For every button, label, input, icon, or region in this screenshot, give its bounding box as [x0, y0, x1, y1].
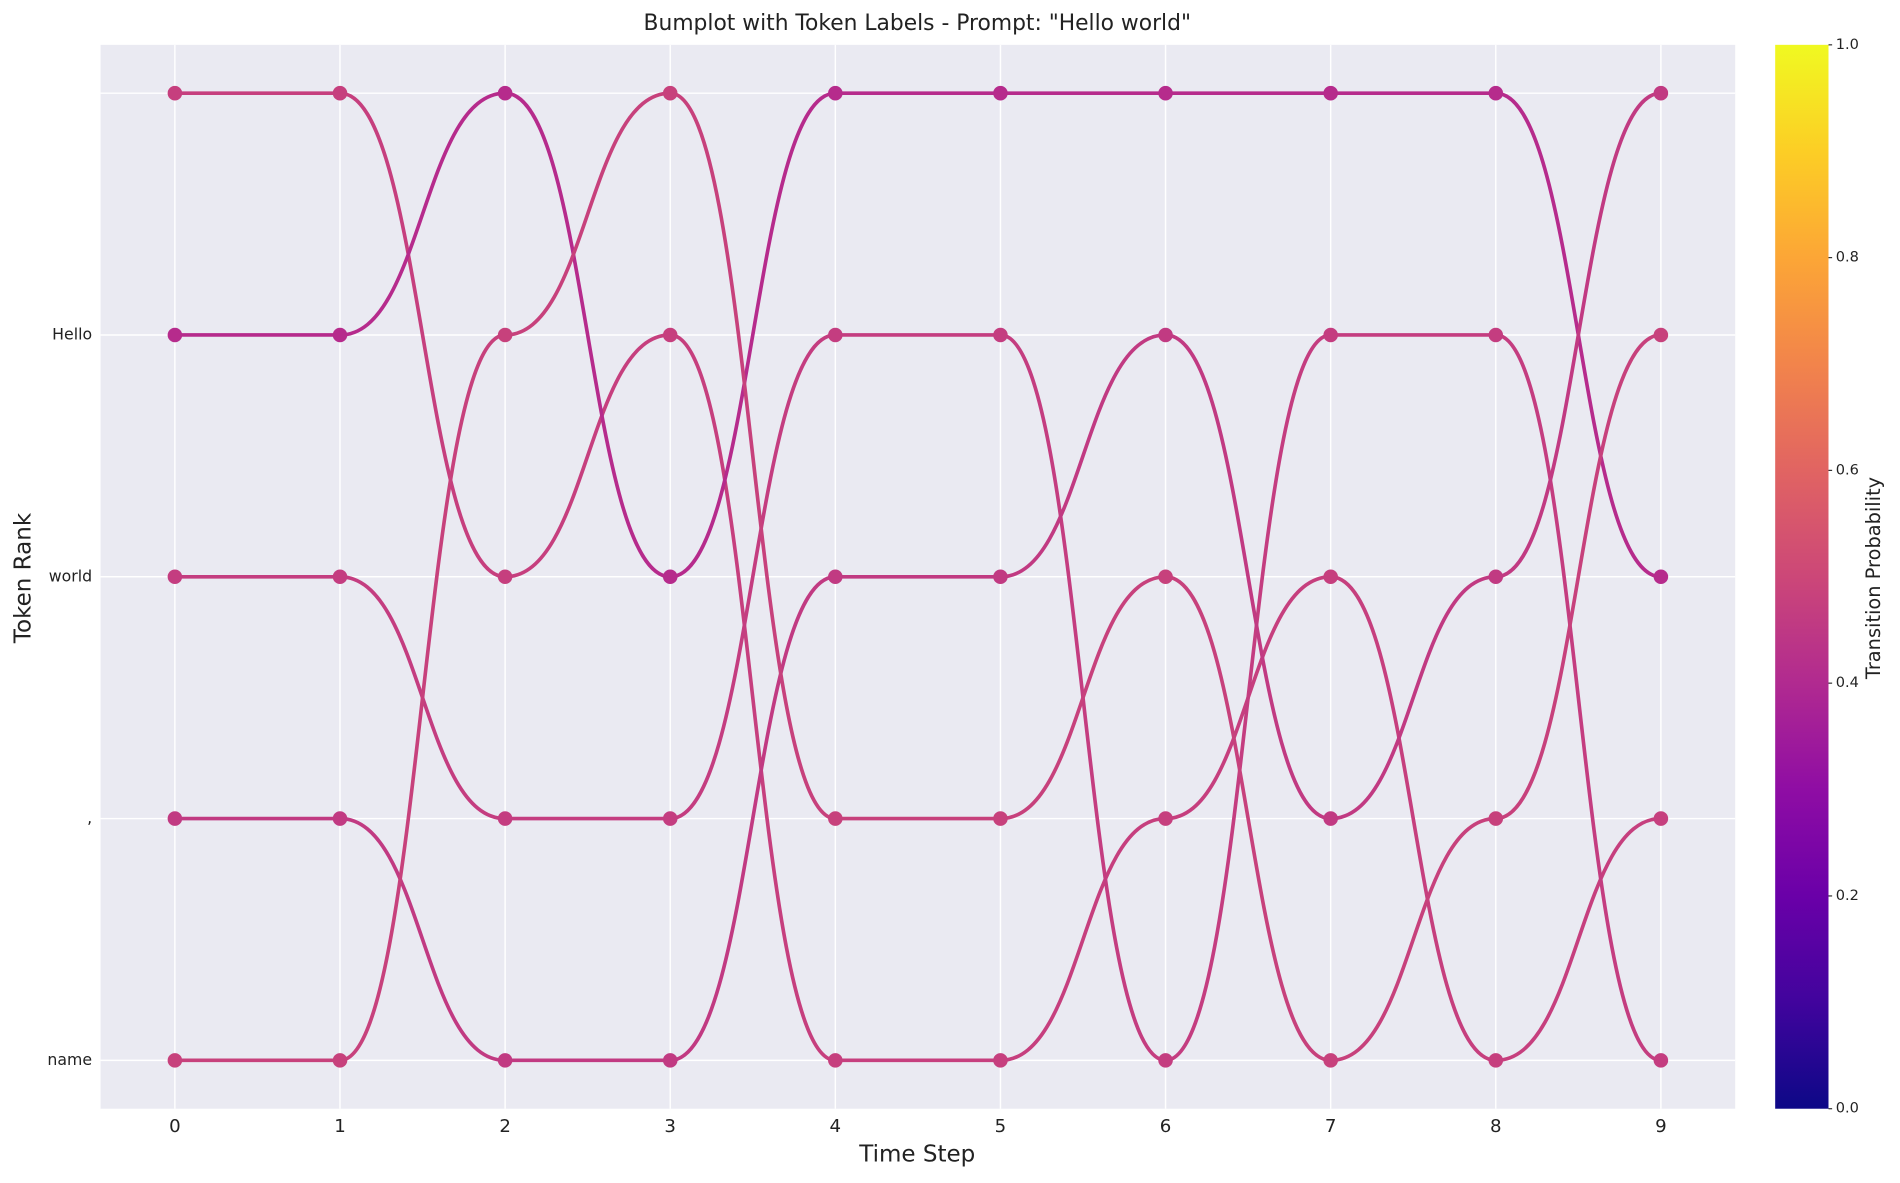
colorbar-tick-label: 0.4 [1836, 675, 1859, 691]
marker [1488, 569, 1504, 585]
x-tick-label: 8 [1490, 1116, 1502, 1137]
marker [497, 1053, 513, 1068]
y-tick-label: world [49, 566, 92, 585]
marker [828, 85, 843, 101]
marker [993, 85, 1008, 101]
y-tick-label: , [87, 808, 92, 827]
x-tick-label: 4 [830, 1116, 842, 1137]
marker [332, 811, 348, 826]
marker [993, 327, 1008, 343]
marker [828, 1053, 843, 1068]
marker [167, 1053, 183, 1068]
marker [497, 569, 513, 585]
marker [1488, 811, 1504, 826]
marker [1323, 1053, 1338, 1068]
marker [332, 327, 348, 343]
marker [993, 569, 1008, 585]
marker [497, 85, 513, 101]
x-tick-label: 6 [1160, 1116, 1172, 1137]
marker [662, 1053, 678, 1068]
marker [332, 569, 348, 585]
marker [828, 569, 843, 585]
bump-line [174, 91, 1661, 1063]
marker [1158, 811, 1173, 826]
colorbar-tick-label: 0.8 [1836, 250, 1859, 266]
marker [662, 569, 678, 585]
chart-title: Bumplot with Token Labels - Prompt: "Hel… [644, 11, 1191, 36]
marker [1323, 85, 1338, 101]
marker [167, 811, 183, 826]
marker [993, 811, 1008, 826]
y-axis-label: Token Rank [11, 512, 37, 644]
marker [662, 85, 678, 101]
x-tick-label: 7 [1325, 1116, 1337, 1137]
marker [1653, 569, 1669, 585]
marker [662, 811, 678, 826]
colorbar-tick-label: 0.0 [1836, 1101, 1859, 1117]
x-tick-label: 1 [334, 1116, 346, 1137]
marker [497, 327, 513, 343]
marker [1653, 85, 1669, 101]
y-tick-label: name [47, 1050, 92, 1069]
colorbar-tick-label: 1.0 [1836, 37, 1859, 53]
x-tick-label: 2 [499, 1116, 511, 1137]
x-tick-label: 3 [664, 1116, 676, 1137]
colorbar [1775, 44, 1829, 1109]
x-tick-label: 5 [995, 1116, 1007, 1137]
marker [332, 85, 348, 101]
marker [1488, 327, 1504, 343]
marker [1158, 1053, 1173, 1068]
marker [1158, 85, 1173, 101]
colorbar-tick-label: 0.6 [1836, 462, 1859, 478]
marker [1323, 569, 1338, 585]
marker [662, 327, 678, 343]
marker [497, 811, 513, 826]
bump-line [174, 91, 1662, 1063]
marker [1158, 569, 1173, 585]
marker [167, 569, 183, 585]
marker [1488, 1053, 1504, 1068]
marker [1653, 327, 1669, 343]
marker [167, 327, 183, 343]
marker [167, 85, 183, 101]
x-axis-label: Time Step [858, 1141, 975, 1167]
colorbar-label: Transition Probability [1862, 477, 1885, 680]
bump-line [174, 91, 1662, 579]
marker [1323, 327, 1338, 343]
marker [1653, 1053, 1669, 1068]
marker [1653, 811, 1669, 826]
marker [332, 1053, 348, 1068]
bump-line [174, 91, 1662, 1063]
x-tick-label: 0 [169, 1116, 181, 1137]
marker [828, 327, 843, 343]
bump-line [174, 333, 1662, 1063]
marker [1488, 85, 1504, 101]
marker [1158, 327, 1173, 343]
marker [828, 811, 843, 826]
colorbar-tick-label: 0.2 [1836, 888, 1859, 904]
y-tick-label: Hello [52, 324, 92, 343]
marker [1323, 811, 1338, 826]
x-tick-label: 9 [1655, 1116, 1667, 1137]
marker [993, 1053, 1008, 1068]
